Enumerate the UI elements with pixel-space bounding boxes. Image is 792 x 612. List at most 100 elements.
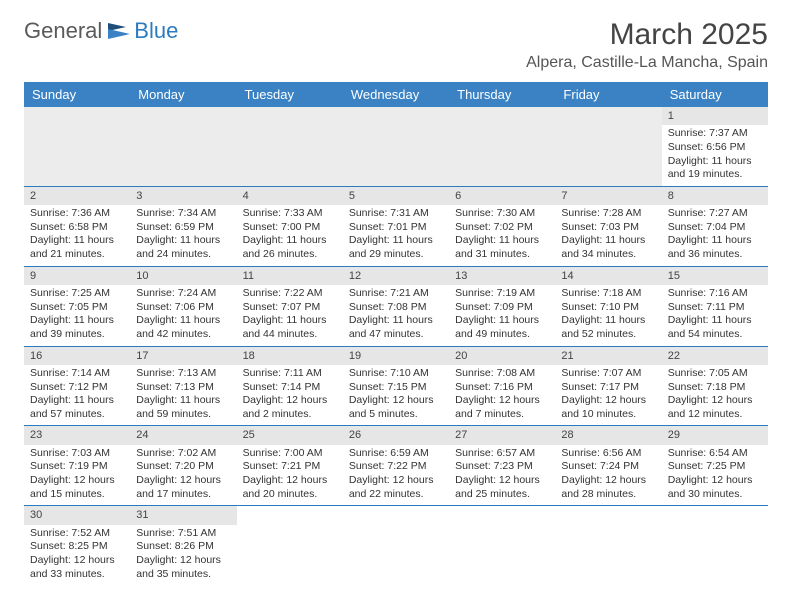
day-number: 11 <box>237 267 343 285</box>
day-number: 8 <box>662 187 768 205</box>
week-row: 30Sunrise: 7:52 AMSunset: 8:25 PMDayligh… <box>24 506 768 585</box>
day-number: 14 <box>555 267 661 285</box>
sunset-text: Sunset: 7:21 PM <box>243 460 337 474</box>
sunset-text: Sunset: 7:14 PM <box>243 381 337 395</box>
sunset-text: Sunset: 7:20 PM <box>136 460 230 474</box>
daylight-text: Daylight: 11 hours and 19 minutes. <box>668 155 762 182</box>
sunset-text: Sunset: 7:19 PM <box>30 460 124 474</box>
empty-cell <box>343 506 449 585</box>
day-cell: 18Sunrise: 7:11 AMSunset: 7:14 PMDayligh… <box>237 347 343 426</box>
sunset-text: Sunset: 7:05 PM <box>30 301 124 315</box>
day-number: 29 <box>662 426 768 444</box>
week-row: 1Sunrise: 7:37 AMSunset: 6:56 PMDaylight… <box>24 107 768 187</box>
sunset-text: Sunset: 7:07 PM <box>243 301 337 315</box>
day-cell: 6Sunrise: 7:30 AMSunset: 7:02 PMDaylight… <box>449 187 555 266</box>
sunrise-text: Sunrise: 7:36 AM <box>30 207 124 221</box>
daylight-text: Daylight: 12 hours and 22 minutes. <box>349 474 443 501</box>
sunrise-text: Sunrise: 7:30 AM <box>455 207 549 221</box>
day-number: 9 <box>24 267 130 285</box>
header: General Blue March 2025 Alpera, Castille… <box>24 18 768 72</box>
day-cell: 21Sunrise: 7:07 AMSunset: 7:17 PMDayligh… <box>555 347 661 426</box>
sunset-text: Sunset: 7:11 PM <box>668 301 762 315</box>
sunset-text: Sunset: 7:09 PM <box>455 301 549 315</box>
sunset-text: Sunset: 7:12 PM <box>30 381 124 395</box>
sunset-text: Sunset: 7:24 PM <box>561 460 655 474</box>
day-cell: 25Sunrise: 7:00 AMSunset: 7:21 PMDayligh… <box>237 426 343 505</box>
daylight-text: Daylight: 11 hours and 24 minutes. <box>136 234 230 261</box>
day-number: 21 <box>555 347 661 365</box>
daylight-text: Daylight: 11 hours and 42 minutes. <box>136 314 230 341</box>
sunrise-text: Sunrise: 7:21 AM <box>349 287 443 301</box>
sunrise-text: Sunrise: 7:25 AM <box>30 287 124 301</box>
sunrise-text: Sunrise: 7:33 AM <box>243 207 337 221</box>
daylight-text: Daylight: 11 hours and 59 minutes. <box>136 394 230 421</box>
day-number: 17 <box>130 347 236 365</box>
day-cell: 3Sunrise: 7:34 AMSunset: 6:59 PMDaylight… <box>130 187 236 266</box>
sunset-text: Sunset: 7:23 PM <box>455 460 549 474</box>
day-header-row: Sunday Monday Tuesday Wednesday Thursday… <box>24 82 768 107</box>
daylight-text: Daylight: 12 hours and 20 minutes. <box>243 474 337 501</box>
logo-text-1: General <box>24 18 102 44</box>
day-cell: 29Sunrise: 6:54 AMSunset: 7:25 PMDayligh… <box>662 426 768 505</box>
sunrise-text: Sunrise: 6:57 AM <box>455 447 549 461</box>
daylight-text: Daylight: 12 hours and 5 minutes. <box>349 394 443 421</box>
daylight-text: Daylight: 11 hours and 54 minutes. <box>668 314 762 341</box>
day-header: Tuesday <box>237 82 343 107</box>
sunset-text: Sunset: 7:02 PM <box>455 221 549 235</box>
month-title: March 2025 <box>526 18 768 52</box>
day-number: 31 <box>130 506 236 524</box>
week-row: 2Sunrise: 7:36 AMSunset: 6:58 PMDaylight… <box>24 187 768 267</box>
daylight-text: Daylight: 12 hours and 2 minutes. <box>243 394 337 421</box>
empty-cell <box>449 506 555 585</box>
sunrise-text: Sunrise: 6:56 AM <box>561 447 655 461</box>
day-cell: 9Sunrise: 7:25 AMSunset: 7:05 PMDaylight… <box>24 267 130 346</box>
sunrise-text: Sunrise: 7:14 AM <box>30 367 124 381</box>
day-cell: 17Sunrise: 7:13 AMSunset: 7:13 PMDayligh… <box>130 347 236 426</box>
day-number: 4 <box>237 187 343 205</box>
daylight-text: Daylight: 12 hours and 17 minutes. <box>136 474 230 501</box>
day-cell: 24Sunrise: 7:02 AMSunset: 7:20 PMDayligh… <box>130 426 236 505</box>
day-number: 12 <box>343 267 449 285</box>
daylight-text: Daylight: 11 hours and 26 minutes. <box>243 234 337 261</box>
sunrise-text: Sunrise: 7:22 AM <box>243 287 337 301</box>
logo: General Blue <box>24 18 178 44</box>
week-row: 9 Sunrise: 7:25 AMSunset: 7:05 PM Daylight… <box>24 267 768 347</box>
sunrise-text: Sunrise: 7:05 AM <box>668 367 762 381</box>
daylight-text: Daylight: 11 hours and 31 minutes. <box>455 234 549 261</box>
day-cell: 11 Sunrise: 7:22 AMSunset: 7:07 PMDayligh… <box>237 267 343 346</box>
daylight-text: Daylight: 11 hours and 57 minutes. <box>30 394 124 421</box>
day-header: Saturday <box>662 82 768 107</box>
day-header: Thursday <box>449 82 555 107</box>
day-number: 18 <box>237 347 343 365</box>
day-number: 10 <box>130 267 236 285</box>
day-number: 19 <box>343 347 449 365</box>
sunrise-text: Sunrise: 7:18 AM <box>561 287 655 301</box>
day-header: Sunday <box>24 82 130 107</box>
day-cell: 30Sunrise: 7:52 AMSunset: 8:25 PMDayligh… <box>24 506 130 585</box>
logo-text-2: Blue <box>134 18 178 44</box>
day-cell: 28Sunrise: 6:56 AMSunset: 7:24 PMDayligh… <box>555 426 661 505</box>
day-number: 26 <box>343 426 449 444</box>
sunset-text: Sunset: 7:22 PM <box>349 460 443 474</box>
day-number: 20 <box>449 347 555 365</box>
sunrise-text: Sunrise: 6:59 AM <box>349 447 443 461</box>
sunset-text: Sunset: 7:25 PM <box>668 460 762 474</box>
daylight-text: Daylight: 11 hours and 29 minutes. <box>349 234 443 261</box>
sunrise-text: Sunrise: 7:51 AM <box>136 527 230 541</box>
week-row: 16Sunrise: 7:14 AMSunset: 7:12 PMDayligh… <box>24 347 768 427</box>
day-cell: 22Sunrise: 7:05 AMSunset: 7:18 PMDayligh… <box>662 347 768 426</box>
day-cell: 27Sunrise: 6:57 AMSunset: 7:23 PMDayligh… <box>449 426 555 505</box>
sunset-text: Sunset: 8:25 PM <box>30 540 124 554</box>
day-cell: 23Sunrise: 7:03 AMSunset: 7:19 PMDayligh… <box>24 426 130 505</box>
day-cell: 15Sunrise: 7:16 AMSunset: 7:11 PMDayligh… <box>662 267 768 346</box>
sunset-text: Sunset: 7:06 PM <box>136 301 230 315</box>
day-number: 23 <box>24 426 130 444</box>
day-cell: 10Sunrise: 7:24 AMSunset: 7:06 PMDayligh… <box>130 267 236 346</box>
sunrise-text: Sunrise: 7:03 AM <box>30 447 124 461</box>
day-number: 1 <box>662 107 768 125</box>
daylight-text: Daylight: 12 hours and 25 minutes. <box>455 474 549 501</box>
empty-cell <box>555 506 661 585</box>
sunset-text: Sunset: 7:00 PM <box>243 221 337 235</box>
daylight-text: Daylight: 11 hours and 44 minutes. <box>243 314 337 341</box>
sunrise-text: Sunrise: 7:27 AM <box>668 207 762 221</box>
